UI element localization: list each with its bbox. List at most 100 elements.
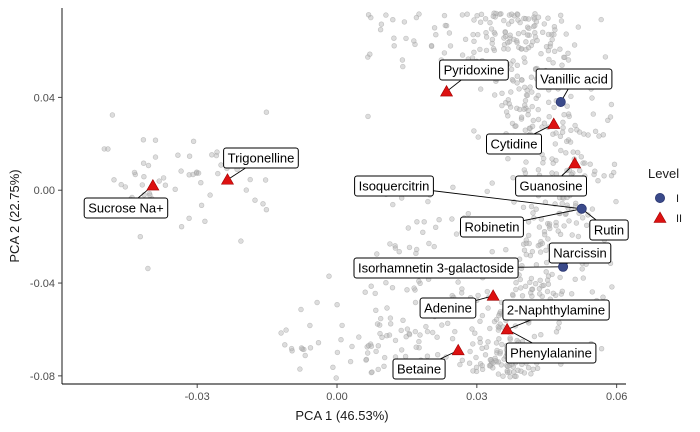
background-point [563,138,570,145]
background-point [428,42,435,49]
background-point [471,38,477,44]
background-point [373,307,379,313]
background-point [457,361,463,368]
background-point [479,366,486,372]
background-point [141,174,147,180]
background-point [406,244,413,251]
background-point [105,146,111,152]
background-point [497,349,503,355]
background-point [471,49,477,55]
background-point [513,373,519,380]
background-point [531,333,538,340]
background-point [477,339,483,346]
background-point [540,160,546,166]
background-point [472,330,478,336]
background-point [238,238,244,244]
background-point [365,342,372,349]
background-point [483,30,489,36]
background-point [137,234,144,240]
annotation-text: Phenylalanine [510,346,592,361]
background-point [534,37,540,44]
annotation-text: Isoquercitrin [359,179,430,194]
background-point [298,345,305,351]
background-point [578,154,584,160]
x-tick-label: 0.06 [606,391,627,403]
background-point [483,344,490,350]
background-point [579,266,585,272]
background-point [482,352,489,358]
background-point [519,46,525,52]
background-point [543,247,549,254]
background-point [519,293,526,299]
y-tick-label: -0.04 [30,278,55,290]
background-point [390,201,396,208]
background-point [528,74,535,80]
y-tick-label: -0.08 [30,371,55,383]
background-point [483,34,490,40]
background-point [464,11,470,17]
background-point [411,38,417,44]
background-point [514,73,520,79]
background-point [382,354,388,361]
annotation-text: Guanosine [520,179,583,194]
background-point [378,21,385,27]
background-point [567,139,574,145]
background-point [442,22,448,29]
legend-title: Level [648,166,679,181]
background-point [507,32,513,38]
background-point [435,352,441,358]
background-point [563,150,569,156]
background-point [399,347,405,353]
background-point [447,43,454,49]
background-point [493,316,500,323]
background-point [387,315,394,321]
background-point [526,125,533,132]
annotation-box [505,342,597,364]
background-point [282,342,288,348]
background-point [529,103,535,110]
background-point [484,288,490,295]
background-point [349,343,355,350]
background-point [368,283,374,289]
background-point [510,58,516,64]
annotation-label: Isoquercitrin [354,175,434,197]
background-point [406,331,413,338]
background-point [565,57,572,63]
background-point [145,265,151,272]
background-point [526,25,532,32]
background-point [186,172,192,178]
background-point [519,77,525,83]
background-point [477,318,483,324]
background-point [462,36,469,42]
background-point [450,184,456,191]
background-point [545,15,551,21]
background-point [558,147,564,154]
background-point [525,44,532,51]
background-point [147,192,153,198]
background-point [559,288,565,294]
background-point [581,131,587,137]
background-point [529,248,536,255]
background-point [118,181,124,188]
annotation-label: Sucrose Na+ [83,197,169,219]
background-point [402,353,409,360]
background-point [545,273,552,279]
annotation-box [83,197,169,219]
background-point [162,182,169,188]
annotation-box [354,175,434,197]
background-point [507,335,513,341]
background-point [592,168,598,174]
background-point [413,250,419,257]
background-point [260,201,266,207]
background-point [534,365,541,371]
background-point [470,31,476,38]
level-i-point [558,261,569,272]
background-point [459,286,465,292]
background-point [508,66,515,73]
background-point [334,349,341,356]
background-point [243,187,250,193]
background-point [365,350,371,356]
background-point [334,302,340,308]
background-point [514,337,520,344]
background-point [247,176,253,183]
